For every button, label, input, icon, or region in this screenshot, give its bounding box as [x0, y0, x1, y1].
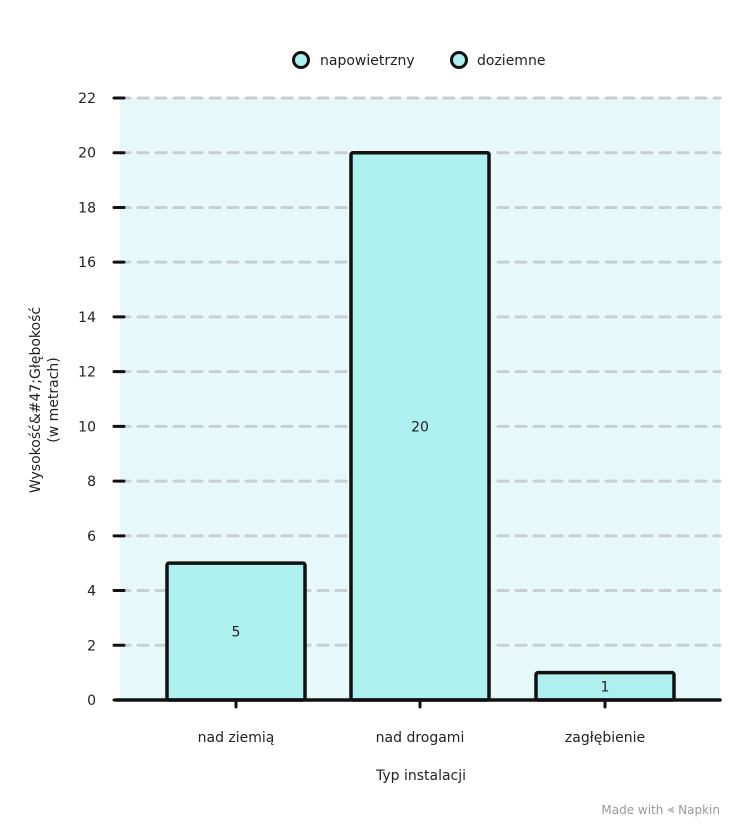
y-tick-label: 16 — [78, 255, 96, 271]
legend-marker-napowietrzny — [292, 51, 310, 69]
y-axis-title: Wysokość&#47;Głębokość (w metrach) — [28, 307, 62, 493]
footer-credit: Made with ⫷ Napkin — [601, 802, 720, 817]
x-axis-title: Typ instalacji — [375, 768, 466, 784]
y-tick-label: 14 — [78, 310, 96, 326]
legend-marker-doziemne — [450, 51, 468, 69]
y-axis-ticks: 0 2 4 6 8 10 12 14 16 18 20 22 — [78, 91, 126, 709]
bars: 5 20 1 — [165, 150, 676, 702]
y-tick-label: 6 — [87, 529, 96, 545]
y-tick-label: 12 — [78, 365, 96, 381]
napkin-logo-icon: ⫷ — [667, 802, 675, 816]
y-tick-label: 20 — [78, 146, 96, 162]
y-tick-label: 0 — [87, 693, 96, 709]
bar-value-label: 5 — [232, 625, 241, 641]
made-with-text: Made with — [601, 802, 664, 817]
y-tick-label: 4 — [87, 584, 96, 600]
bar-value-label: 20 — [411, 419, 429, 435]
y-tick-label: 22 — [78, 91, 96, 107]
y-tick-label: 8 — [87, 474, 96, 490]
y-axis-title-line1: Wysokość&#47;Głębokość — [28, 307, 44, 493]
x-category-label: zagłębienie — [565, 730, 645, 746]
napkin-brand-text: Napkin — [678, 802, 720, 817]
x-category-label: nad drogami — [376, 730, 465, 746]
x-axis-category-labels: nad ziemią nad drogami zagłębienie — [198, 698, 645, 746]
legend-label-napowietrzny: napowietrzny — [320, 53, 415, 69]
y-tick-label: 18 — [78, 200, 96, 216]
legend: napowietrzny doziemne — [292, 51, 545, 69]
x-category-label: nad ziemią — [198, 730, 275, 746]
bar-value-label: 1 — [601, 679, 610, 695]
y-axis-title-line2: (w metrach) — [46, 357, 62, 442]
y-tick-label: 10 — [78, 419, 96, 435]
y-tick-label: 2 — [87, 638, 96, 654]
legend-label-doziemne: doziemne — [477, 53, 545, 69]
